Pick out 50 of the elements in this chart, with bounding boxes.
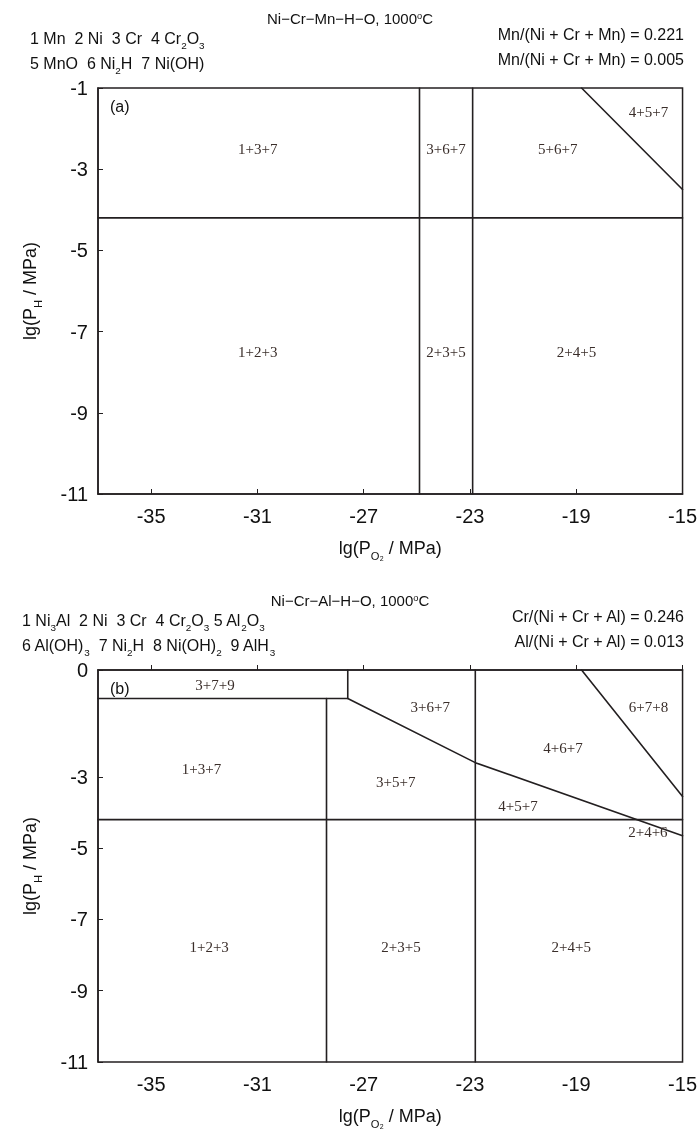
y-tick-label: -9 <box>70 979 88 1002</box>
x-tick-label: -35 <box>136 505 166 527</box>
y-tick-label: -1 <box>70 77 88 99</box>
annotation: 4+6+7 <box>543 739 584 756</box>
annotation: 5+6+7 <box>538 140 579 157</box>
annotation: 2+4+5 <box>556 343 597 360</box>
x-tick-label: -15 <box>668 1073 697 1095</box>
x-tick-label: -35 <box>136 1073 166 1095</box>
y-tick-label: -11 <box>60 1051 88 1073</box>
annotation: 2+3+5 <box>426 343 466 360</box>
y-tick-label: -3 <box>70 765 88 788</box>
annotation: 3+6+7 <box>410 698 451 715</box>
x-tick-label: -19 <box>561 1073 591 1095</box>
annotation: 4+5+7 <box>498 798 539 815</box>
y-axis-title: lg(PH / MPa) <box>19 241 44 341</box>
y-tick-label: -7 <box>70 320 88 343</box>
text: Mn/(Ni + Cr + Mn) = 0.221 <box>497 25 685 43</box>
annotation: 6+7+8 <box>628 698 669 715</box>
x-tick-label: -31 <box>242 1073 272 1095</box>
x-tick-label: -23 <box>455 1073 485 1095</box>
annotation: (b) <box>110 679 130 697</box>
annotation: 1+3+7 <box>237 140 278 157</box>
y-tick-label: -7 <box>70 908 88 931</box>
x-tick-label: -19 <box>561 505 591 527</box>
y-tick-label: -3 <box>70 158 88 181</box>
annotation: 3+5+7 <box>376 774 416 791</box>
annotation: (a) <box>110 97 130 115</box>
text: Mn/(Ni + Cr + Mn) = 0.005 <box>497 50 685 68</box>
y-tick-label: -5 <box>70 837 88 860</box>
annotation: 3+7+9 <box>195 676 235 693</box>
y-tick-label: -5 <box>70 239 88 262</box>
y-tick-label: -11 <box>60 483 88 505</box>
x-tick-label: -23 <box>455 505 485 527</box>
annotation: 2+4+5 <box>551 938 591 955</box>
annotation: 1+2+3 <box>189 938 229 955</box>
annotation: 3+6+7 <box>426 140 467 157</box>
annotation: 1+2+3 <box>237 343 278 360</box>
annotation: 1+3+7 <box>181 761 222 778</box>
y-tick-label: 0 <box>76 659 88 681</box>
y-tick-label: -9 <box>70 401 88 424</box>
text: Cr/(Ni + Cr + Al) = 0.246 <box>511 607 685 625</box>
x-tick-label: -31 <box>242 505 272 527</box>
x-tick-label: -15 <box>668 505 697 527</box>
y-axis-title: lg(PH / MPa) <box>19 816 44 916</box>
annotation: 2+4+6 <box>628 824 669 841</box>
text: Al/(Ni + Cr + Al) = 0.013 <box>514 632 685 650</box>
annotation: 2+3+5 <box>381 938 421 955</box>
x-tick-label: -27 <box>349 1073 379 1095</box>
x-tick-label: -27 <box>349 505 379 527</box>
annotation: 4+5+7 <box>628 104 669 121</box>
